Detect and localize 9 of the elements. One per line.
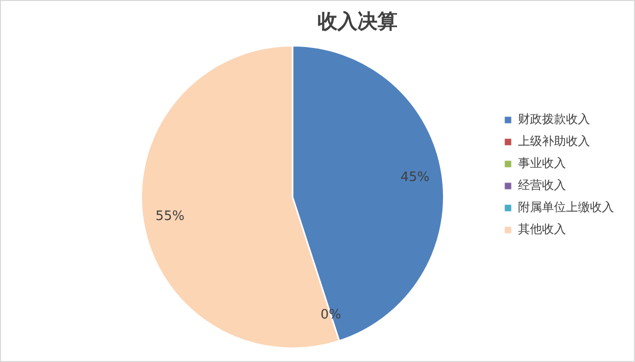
legend-label: 经营收入 [518, 178, 566, 192]
legend-label: 其他收入 [518, 222, 566, 236]
legend-label: 上级补助收入 [518, 134, 590, 148]
legend-label: 附属单位上缴收入 [518, 200, 614, 214]
legend-label: 事业收入 [518, 156, 566, 170]
chart-title: 收入决算 [318, 9, 398, 34]
data-label: 45% [400, 170, 430, 185]
data-label: 55% [156, 208, 184, 224]
legend-label: 财政拨款收入 [518, 112, 590, 126]
